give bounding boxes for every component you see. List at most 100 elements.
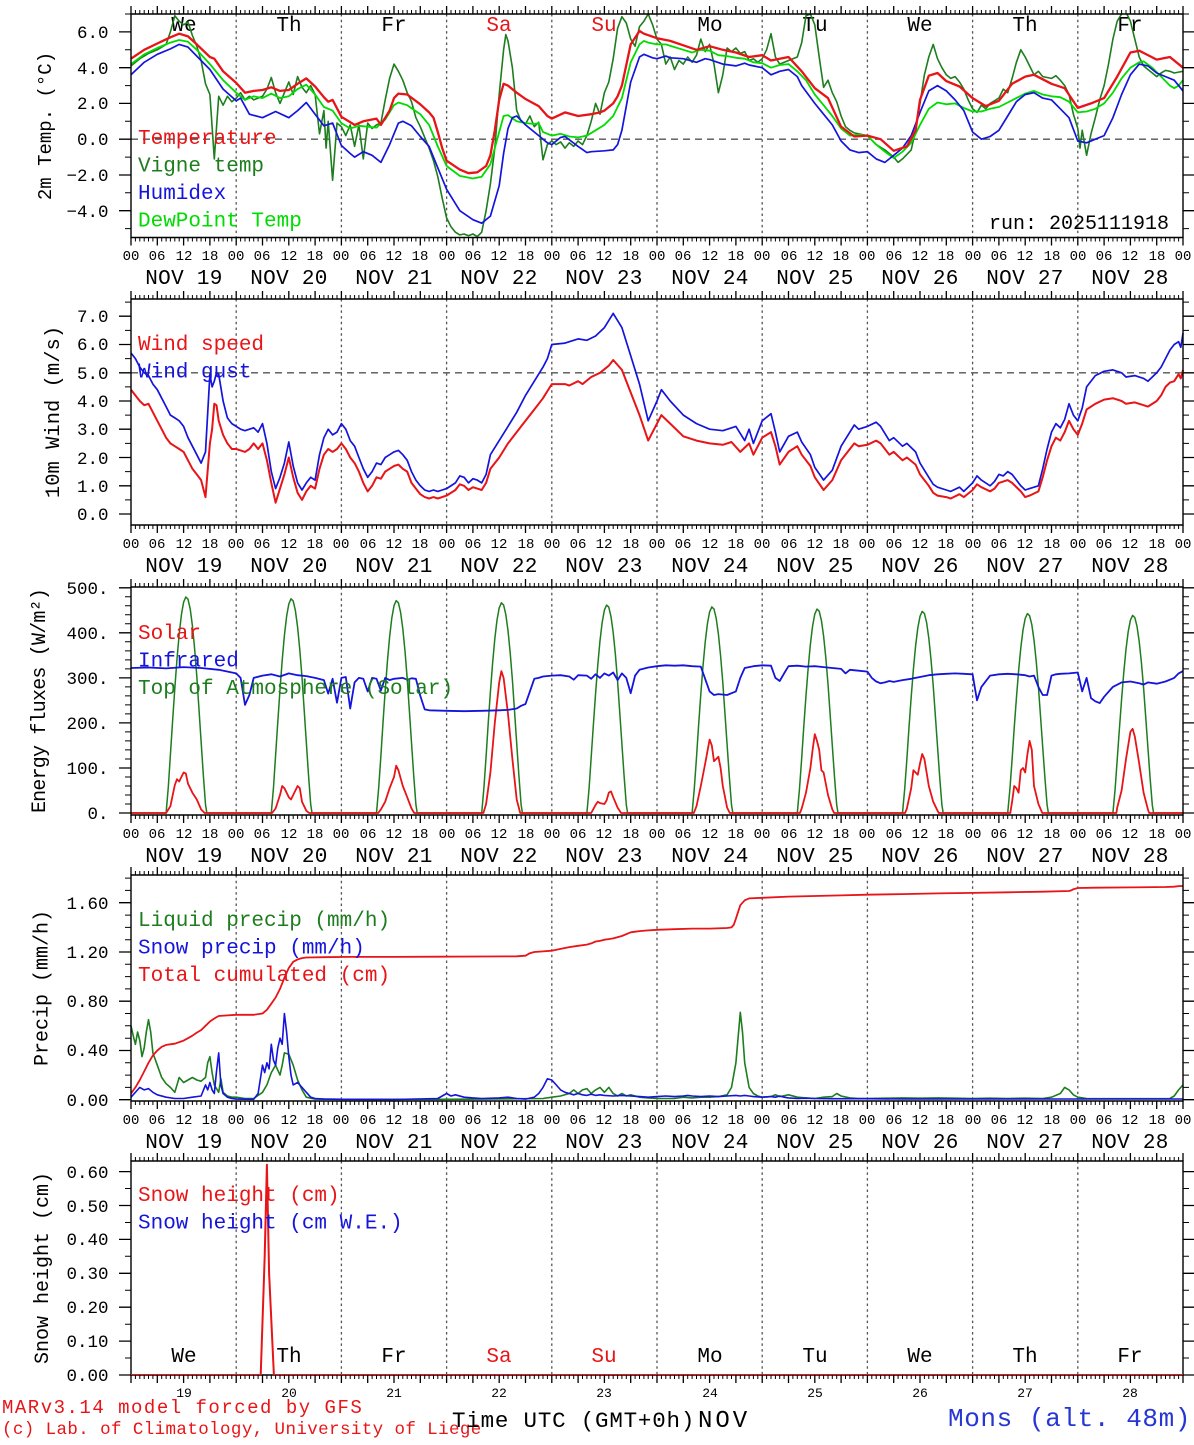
svg-text:12: 12 [1017, 1113, 1034, 1129]
svg-text:18: 18 [1149, 827, 1166, 843]
svg-text:00: 00 [754, 1113, 771, 1129]
svg-text:24: 24 [702, 1386, 718, 1401]
svg-text:NOV 26: NOV 26 [881, 1132, 958, 1155]
svg-text:06: 06 [991, 249, 1008, 265]
svg-text:6.0: 6.0 [77, 336, 109, 356]
svg-text:18: 18 [1044, 1113, 1061, 1129]
svg-text:18: 18 [202, 827, 219, 843]
svg-text:NOV 19: NOV 19 [145, 846, 222, 869]
svg-text:NOV 23: NOV 23 [565, 268, 642, 291]
svg-text:18: 18 [623, 249, 640, 265]
svg-text:(c) Lab. of Climatology, Unive: (c) Lab. of Climatology, University of L… [2, 1420, 482, 1440]
svg-text:06: 06 [149, 249, 166, 265]
svg-text:5.0: 5.0 [77, 365, 109, 385]
svg-text:NOV 23: NOV 23 [565, 556, 642, 579]
svg-text:NOV: NOV [698, 1408, 750, 1435]
svg-text:0.20: 0.20 [66, 1299, 108, 1319]
svg-text:00: 00 [439, 537, 456, 553]
svg-text:18: 18 [623, 827, 640, 843]
svg-text:DewPoint Temp: DewPoint Temp [138, 211, 302, 234]
svg-text:NOV 27: NOV 27 [986, 556, 1063, 579]
svg-text:06: 06 [675, 1113, 692, 1129]
svg-text:0.10: 0.10 [66, 1333, 108, 1353]
svg-text:Su: Su [591, 15, 616, 38]
svg-text:12: 12 [807, 1113, 824, 1129]
svg-text:00: 00 [754, 827, 771, 843]
svg-text:21: 21 [386, 1386, 402, 1401]
svg-text:12: 12 [1122, 249, 1139, 265]
svg-text:12: 12 [1017, 537, 1034, 553]
svg-text:00: 00 [965, 537, 982, 553]
svg-text:NOV 27: NOV 27 [986, 268, 1063, 291]
svg-text:06: 06 [1096, 827, 1113, 843]
svg-text:12: 12 [491, 537, 508, 553]
svg-text:00: 00 [123, 249, 140, 265]
svg-text:00: 00 [333, 249, 350, 265]
svg-text:200.: 200. [66, 715, 108, 735]
svg-text:12: 12 [491, 249, 508, 265]
svg-text:00: 00 [544, 249, 561, 265]
svg-text:Snow height (cm): Snow height (cm) [138, 1185, 340, 1208]
svg-text:00: 00 [439, 827, 456, 843]
svg-text:2.0: 2.0 [77, 450, 109, 470]
svg-text:18: 18 [307, 1113, 324, 1129]
svg-text:12: 12 [386, 249, 403, 265]
svg-text:00: 00 [859, 249, 876, 265]
svg-text:00: 00 [649, 1113, 666, 1129]
svg-text:00: 00 [965, 827, 982, 843]
svg-text:22: 22 [491, 1386, 507, 1401]
svg-text:06: 06 [781, 537, 798, 553]
svg-text:00: 00 [228, 537, 245, 553]
svg-text:We: We [907, 1346, 932, 1369]
svg-text:12: 12 [1122, 827, 1139, 843]
svg-text:06: 06 [465, 1113, 482, 1129]
svg-text:00: 00 [228, 1113, 245, 1129]
svg-text:00: 00 [965, 249, 982, 265]
svg-text:00: 00 [123, 537, 140, 553]
svg-text:00: 00 [859, 537, 876, 553]
svg-text:18: 18 [728, 1113, 745, 1129]
svg-text:NOV 21: NOV 21 [355, 1132, 432, 1155]
svg-text:18: 18 [938, 1113, 955, 1129]
svg-text:00: 00 [859, 1113, 876, 1129]
svg-text:00: 00 [1070, 1113, 1087, 1129]
svg-text:06: 06 [360, 827, 377, 843]
svg-text:Th: Th [276, 15, 301, 38]
svg-text:4.0: 4.0 [77, 60, 109, 80]
svg-text:MARv3.14 model forced by GFS: MARv3.14 model forced by GFS [2, 1397, 363, 1419]
svg-text:18: 18 [202, 249, 219, 265]
svg-text:Mo: Mo [697, 15, 722, 38]
svg-text:06: 06 [886, 827, 903, 843]
svg-text:Fr: Fr [1117, 15, 1142, 38]
svg-text:NOV 23: NOV 23 [565, 846, 642, 869]
svg-text:Fr: Fr [1117, 1346, 1142, 1369]
svg-text:00: 00 [439, 1113, 456, 1129]
svg-text:12: 12 [912, 249, 929, 265]
svg-text:06: 06 [781, 1113, 798, 1129]
svg-text:06: 06 [254, 1113, 271, 1129]
svg-text:0.00: 0.00 [66, 1092, 108, 1112]
svg-text:0.0: 0.0 [77, 131, 109, 151]
svg-text:Solar: Solar [138, 623, 201, 646]
svg-text:Infrared: Infrared [138, 651, 239, 674]
svg-text:12: 12 [702, 1113, 719, 1129]
svg-text:NOV 22: NOV 22 [460, 846, 537, 869]
svg-text:18: 18 [1044, 537, 1061, 553]
svg-text:Fr: Fr [381, 1346, 406, 1369]
svg-text:NOV 27: NOV 27 [986, 846, 1063, 869]
svg-text:06: 06 [886, 537, 903, 553]
svg-text:NOV 28: NOV 28 [1091, 1132, 1168, 1155]
svg-text:18: 18 [412, 537, 429, 553]
svg-text:12: 12 [912, 1113, 929, 1129]
svg-text:18: 18 [518, 1113, 535, 1129]
svg-text:Th: Th [1012, 15, 1037, 38]
svg-text:06: 06 [465, 537, 482, 553]
svg-text:18: 18 [833, 249, 850, 265]
svg-text:06: 06 [1096, 1113, 1113, 1129]
svg-text:18: 18 [518, 827, 535, 843]
svg-text:12: 12 [807, 249, 824, 265]
svg-text:06: 06 [570, 827, 587, 843]
svg-text:06: 06 [360, 1113, 377, 1129]
svg-text:06: 06 [991, 537, 1008, 553]
svg-text:18: 18 [938, 537, 955, 553]
